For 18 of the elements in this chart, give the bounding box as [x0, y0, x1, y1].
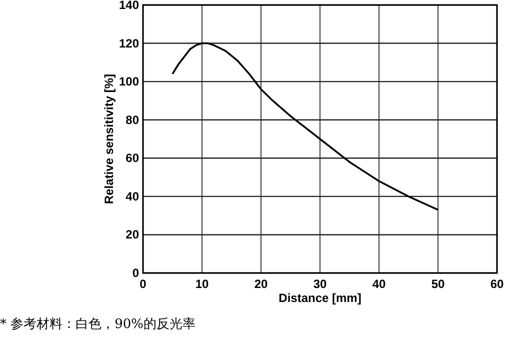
line-series — [172, 42, 439, 211]
x-tick-label: 30 — [313, 277, 327, 291]
y-axis-title: Relative sensitivity [%] — [102, 74, 116, 204]
x-tick-label: 10 — [195, 277, 209, 291]
x-tick-label: 50 — [431, 277, 445, 291]
x-tick-label: 40 — [372, 277, 386, 291]
x-tick-label: 20 — [254, 277, 268, 291]
y-tick-label: 20 — [126, 228, 140, 242]
y-tick-label: 80 — [126, 112, 140, 127]
y-tick-label: 100 — [118, 74, 140, 89]
x-tick-label: 60 — [490, 277, 504, 291]
text: * 参考材料：白色，90%的反光率 — [0, 316, 196, 332]
x-axis-title: Distance [mm] — [278, 291, 362, 305]
y-tick-label: 60 — [126, 151, 140, 166]
y-tick-label: 0 — [132, 266, 140, 280]
y-tick-label: 140 — [118, 0, 140, 12]
y-tick-label: 40 — [126, 189, 140, 204]
y-tick-label: 120 — [118, 36, 140, 50]
